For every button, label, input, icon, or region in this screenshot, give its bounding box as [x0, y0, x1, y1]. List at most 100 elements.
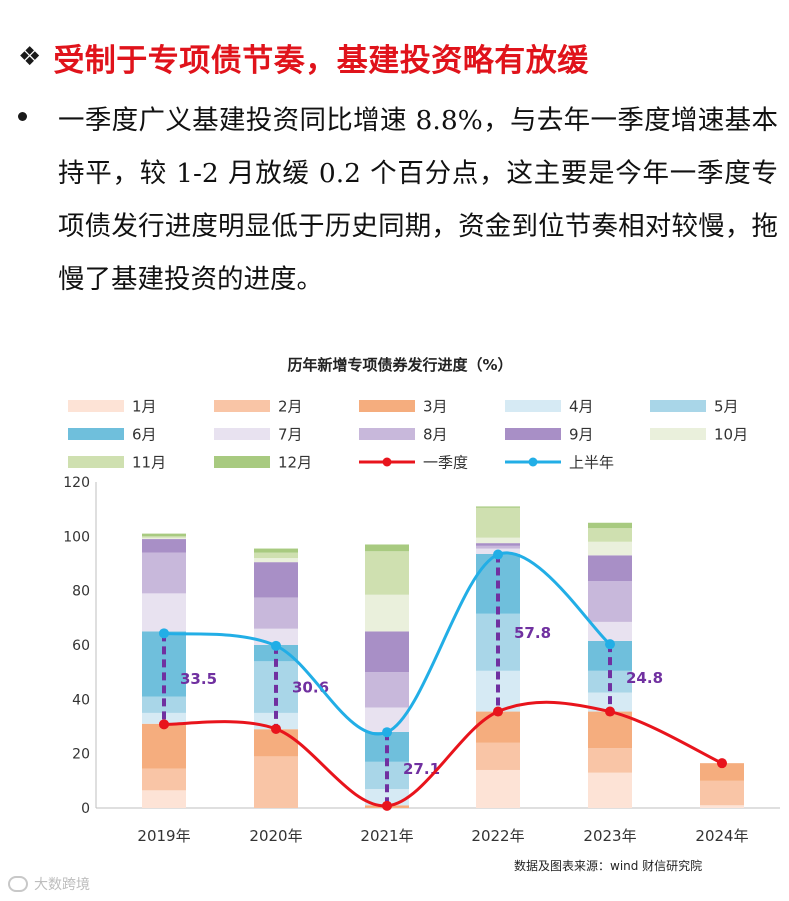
- bar-segment: [142, 790, 186, 808]
- point-一季度: [159, 719, 169, 730]
- bar-segment: [365, 631, 409, 673]
- bar-segment: [476, 537, 520, 544]
- chart-title: 历年新增专项债券发行进度（%）: [287, 356, 512, 374]
- legend-12月-swatch: [214, 456, 270, 468]
- point-一季度: [493, 706, 503, 717]
- point-上半年: [382, 727, 392, 738]
- data-source-note: 数据及图表来源：wind 财信研究院: [514, 859, 703, 873]
- bar-segment: [476, 545, 520, 549]
- legend-6月-label: 6月: [132, 426, 157, 444]
- bar-segment: [142, 723, 186, 769]
- bar-segment: [588, 748, 632, 773]
- bar-segment: [365, 544, 409, 552]
- bar-segment: [365, 788, 409, 806]
- gap-label: 27.1: [403, 760, 440, 778]
- legend-11月-swatch: [68, 456, 124, 468]
- watermark-text: 大数跨境: [34, 877, 90, 893]
- bar-segment: [142, 593, 186, 632]
- bar-segment: [254, 558, 298, 563]
- bar-segment: [142, 533, 186, 537]
- line-上半年: [163, 551, 611, 736]
- y-tick-label: 120: [63, 475, 90, 491]
- bar-segment: [476, 506, 520, 508]
- legend-12月-label: 12月: [278, 454, 312, 472]
- line-一季度: [163, 700, 723, 808]
- bar-segment: [254, 756, 298, 808]
- watermark: 大数跨境: [8, 874, 90, 894]
- x-tick-label: 2019年: [137, 827, 190, 845]
- x-tick-label: 2024年: [695, 827, 748, 845]
- legend-上半年-label: 上半年: [569, 454, 614, 472]
- point-一季度: [717, 758, 727, 769]
- point-一季度: [271, 723, 281, 734]
- gap-label: 57.8: [514, 624, 551, 642]
- bar-segment: [365, 672, 409, 708]
- legend-6月-swatch: [68, 428, 124, 440]
- bar-segment: [700, 780, 744, 806]
- bar-segment: [588, 522, 632, 529]
- bar-segment: [476, 769, 520, 808]
- bar-segment: [588, 555, 632, 582]
- y-tick-label: 20: [72, 747, 90, 763]
- legend-2月-label: 2月: [278, 398, 303, 416]
- section-title: 受制于专项债节奏，基建投资略有放缓: [53, 42, 589, 79]
- legend-一季度-label: 一季度: [423, 454, 468, 472]
- legend-11月-label: 11月: [132, 454, 166, 472]
- y-tick-label: 40: [72, 692, 90, 708]
- x-tick-label: 2022年: [471, 827, 524, 845]
- legend-3月-label: 3月: [423, 398, 448, 416]
- legend-1月-swatch: [68, 400, 124, 412]
- point-上半年: [493, 549, 503, 560]
- bar-segment: [254, 552, 298, 559]
- bar-segment: [254, 597, 298, 629]
- bar-segment: [476, 543, 520, 546]
- watermark-logo-icon: [8, 876, 28, 892]
- y-tick-label: 0: [81, 801, 90, 817]
- point-一季度: [605, 706, 615, 717]
- point-上半年: [605, 639, 615, 650]
- legend-1月-label: 1月: [132, 398, 157, 416]
- legend-10月-label: 10月: [714, 426, 748, 444]
- bar-segment: [254, 562, 298, 598]
- bar-segment: [588, 528, 632, 542]
- bar-segment: [588, 581, 632, 622]
- bond-issuance-chart: 历年新增专项债券发行进度（%） 1月 2月 3月 4月 5月 6月 7月 8月 9月 10月 11月…: [63, 356, 780, 845]
- bar-segment: [700, 805, 744, 808]
- bar-segment: [588, 621, 632, 641]
- legend-一季度-marker: [382, 457, 392, 467]
- legend-8月-label: 8月: [423, 426, 448, 444]
- bar-segment: [142, 539, 186, 553]
- x-tick-label: 2023年: [583, 827, 636, 845]
- diamond-bullet-icon: ❖: [18, 42, 42, 72]
- legend-4月-label: 4月: [569, 398, 594, 416]
- bar-segment: [365, 551, 409, 595]
- bar-segment: [588, 670, 632, 693]
- legend-7月-swatch: [214, 428, 270, 440]
- bar-segment: [588, 711, 632, 749]
- legend-上半年-marker: [528, 457, 538, 467]
- y-tick-label: 100: [63, 529, 90, 545]
- legend-10月-swatch: [650, 428, 706, 440]
- bar-segment: [254, 548, 298, 553]
- bar-segment: [142, 552, 186, 594]
- legend-8月-swatch: [359, 428, 415, 440]
- point-上半年: [271, 640, 281, 651]
- bar-segment: [142, 768, 186, 791]
- bar-segment: [588, 541, 632, 556]
- point-上半年: [159, 628, 169, 639]
- bar-segment: [588, 772, 632, 808]
- y-tick-label: 60: [72, 638, 90, 654]
- bar-segment: [700, 763, 744, 781]
- legend-9月-swatch: [505, 428, 561, 440]
- x-tick-label: 2020年: [249, 827, 302, 845]
- gap-label: 33.5: [180, 670, 217, 688]
- point-一季度: [382, 800, 392, 811]
- legend-9月-label: 9月: [569, 426, 594, 444]
- y-tick-label: 80: [72, 584, 90, 600]
- gap-label: 30.6: [292, 678, 329, 696]
- legend-7月-label: 7月: [278, 426, 303, 444]
- bar-segment: [476, 742, 520, 770]
- x-tick-label: 2021年: [360, 827, 413, 845]
- section-heading: ❖ 受制于专项债节奏，基建投资略有放缓: [18, 34, 589, 80]
- gap-label: 24.8: [626, 669, 663, 687]
